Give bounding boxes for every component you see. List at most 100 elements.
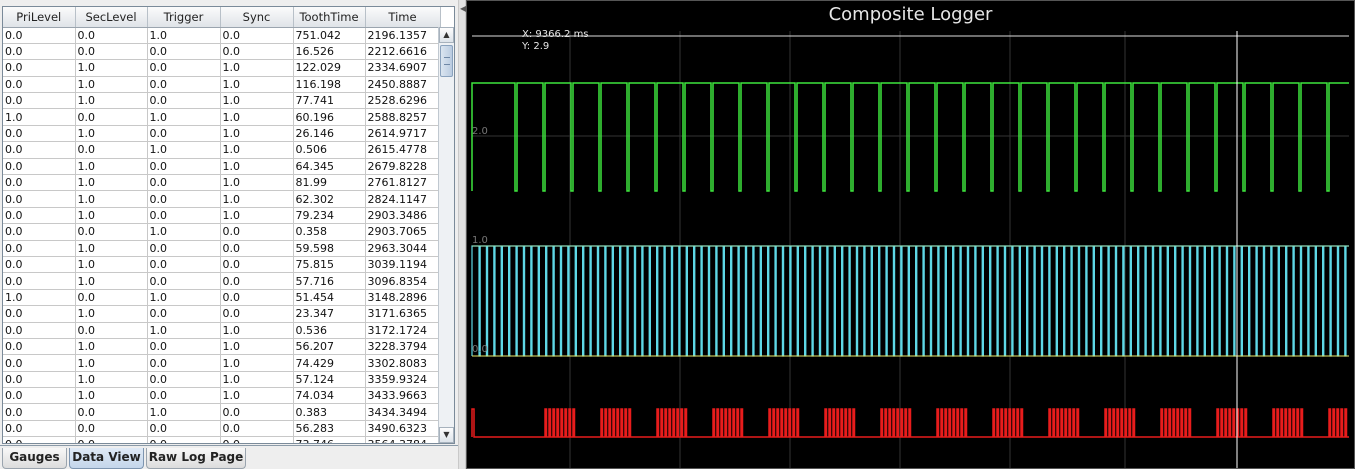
table-row[interactable]: 0.0 1.0 0.0 1.0 79.234 2903.3486: [3, 207, 441, 225]
table-cell: 0.0: [147, 272, 221, 290]
column-header[interactable]: PriLevel: [3, 7, 76, 28]
table-row[interactable]: 0.0 1.0 0.0 1.0 81.99 2761.8127: [3, 174, 441, 192]
table-row[interactable]: 0.0 0.0 1.0 0.0 751.042 2196.1357: [3, 27, 441, 44]
table-cell: 0.358: [293, 223, 366, 241]
table-cell: 0.0: [147, 207, 221, 225]
table-row[interactable]: 0.0 0.0 1.0 1.0 0.506 2615.4778: [3, 141, 441, 159]
table-cell: 79.234: [293, 207, 366, 225]
collapse-arrow-icon[interactable]: ◀: [460, 4, 467, 13]
column-header[interactable]: ToothTime: [293, 7, 366, 28]
table-cell: 1.0: [75, 207, 148, 225]
table-cell: 0.0: [220, 403, 294, 421]
table-cell: 2528.6296: [365, 92, 441, 110]
column-header[interactable]: Trigger: [147, 7, 221, 28]
green-trace: [471, 82, 1349, 192]
table-row[interactable]: 0.00.00.00.073.7463564.3784: [3, 436, 441, 443]
cursor-y-readout: Y: 2.9: [522, 41, 550, 52]
table-cell: 0.0: [3, 354, 76, 372]
table-row[interactable]: 0.0 0.0 1.0 1.0 0.536 3172.1724: [3, 322, 441, 339]
table-cell: 0.0: [3, 371, 76, 389]
column-header[interactable]: Time: [365, 7, 441, 28]
composite-logger-plot[interactable]: Composite Logger X: 9366.2 ms Y: 2.9 2.0…: [466, 0, 1355, 469]
table-cell: 0.0: [75, 403, 148, 421]
table-cell: 0.0: [147, 59, 221, 77]
table-cell: 74.429: [293, 354, 366, 372]
table-row[interactable]: 0.0 1.0 0.0 1.0 64.345 2679.8228: [3, 158, 441, 176]
table-cell: 1.0: [147, 322, 221, 339]
tab-raw-log-page[interactable]: Raw Log Page: [146, 448, 246, 469]
table-cell: 0.0: [75, 420, 148, 438]
table-row[interactable]: 0.0 1.0 0.0 1.0 62.302 2824.1147: [3, 190, 441, 208]
data-table: PriLevel SecLevel Trigger Sync ToothTime Time…: [3, 7, 441, 443]
table-row[interactable]: 0.0 0.0 1.0 0.0 0.358 2903.7065: [3, 223, 441, 241]
table-cell: 0.0: [147, 354, 221, 372]
table-cell: 1.0: [75, 190, 148, 208]
table-cell: 1.0: [220, 387, 294, 405]
table-row[interactable]: 1.0 0.0 1.0 1.0 60.196 2588.8257: [3, 108, 441, 126]
table-cell: 0.0: [147, 92, 221, 110]
table-row[interactable]: 0.0 1.0 0.0 1.0 26.146 2614.9717: [3, 125, 441, 143]
table-row[interactable]: 0.0 1.0 0.0 0.0 59.598 2963.3044: [3, 240, 441, 257]
scrollbar-thumb[interactable]: [440, 45, 453, 77]
table-cell: 0.0: [3, 420, 76, 438]
table-cell: 1.0: [147, 27, 221, 44]
data-table-container[interactable]: PriLevel SecLevel Trigger Sync ToothTime Time…: [2, 6, 455, 444]
table-cell: 73.746: [293, 436, 366, 443]
table-row[interactable]: 0.0 1.0 0.0 1.0 56.207 3228.3794: [3, 338, 441, 356]
table-cell: 16.526: [293, 43, 366, 61]
table-row[interactable]: 0.0 1.0 0.0 1.0 116.198 2450.8887: [3, 76, 441, 94]
cyan-trace: [471, 245, 1349, 357]
table-cell: 2903.7065: [365, 223, 441, 241]
table-cell: 0.0: [75, 27, 148, 44]
table-cell: 77.741: [293, 92, 366, 110]
table-cell: 3434.3494: [365, 403, 441, 421]
table-cell: 0.0: [3, 92, 76, 110]
table-cell: 1.0: [147, 223, 221, 241]
tab-gauges[interactable]: Gauges: [2, 448, 67, 469]
table-cell: 1.0: [3, 108, 76, 126]
table-cell: 1.0: [220, 125, 294, 143]
table-cell: 0.0: [3, 190, 76, 208]
table-cell: 1.0: [3, 289, 76, 307]
table-row[interactable]: 0.0 0.0 1.0 0.0 0.383 3434.3494: [3, 403, 441, 421]
tab-data-view[interactable]: Data View: [69, 448, 144, 469]
table-cell: 1.0: [220, 92, 294, 110]
vertical-scrollbar[interactable]: ▲ ▼: [438, 27, 454, 443]
table-row[interactable]: 0.0 1.0 0.0 1.0 74.429 3302.8083: [3, 354, 441, 372]
table-cell: 2334.6907: [365, 59, 441, 77]
table-cell: 0.0: [3, 207, 76, 225]
table-row[interactable]: 1.0 0.0 1.0 0.0 51.454 3148.2896: [3, 289, 441, 307]
table-cell: 1.0: [75, 256, 148, 274]
table-cell: 62.302: [293, 190, 366, 208]
table-row[interactable]: 0.0 0.0 0.0 0.0 16.526 2212.6616: [3, 43, 441, 61]
table-row[interactable]: 0.0 1.0 0.0 0.0 23.347 3171.6365: [3, 305, 441, 323]
table-cell: 0.0: [147, 371, 221, 389]
column-header[interactable]: SecLevel: [75, 7, 148, 28]
table-cell: 2761.8127: [365, 174, 441, 192]
column-header[interactable]: Sync: [220, 7, 294, 28]
table-cell: 3302.8083: [365, 354, 441, 372]
table-cell: 1.0: [75, 354, 148, 372]
table-cell: 0.0: [3, 43, 76, 61]
table-row[interactable]: 0.0 0.0 0.0 0.0 56.283 3490.6323: [3, 420, 441, 438]
up-arrow-icon[interactable]: ▲: [439, 27, 454, 43]
table-row[interactable]: 0.0 1.0 0.0 1.0 122.029 2334.6907: [3, 59, 441, 77]
table-cell: 81.99: [293, 174, 366, 192]
table-row[interactable]: 0.0 1.0 0.0 1.0 57.124 3359.9324: [3, 371, 441, 389]
table-row[interactable]: 0.0 1.0 0.0 1.0 77.741 2528.6296: [3, 92, 441, 110]
panel-splitter[interactable]: ◀: [458, 0, 466, 469]
table-row[interactable]: 0.0 1.0 0.0 1.0 74.034 3433.9663: [3, 387, 441, 405]
table-cell: 1.0: [220, 322, 294, 339]
table-cell: 1.0: [220, 141, 294, 159]
table-cell: 0.0: [75, 108, 148, 126]
table-cell: 2588.8257: [365, 108, 441, 126]
table-cell: 0.0: [3, 158, 76, 176]
table-cell: 3228.3794: [365, 338, 441, 356]
table-cell: 0.0: [75, 141, 148, 159]
down-arrow-icon[interactable]: ▼: [439, 427, 454, 443]
table-cell: 1.0: [75, 338, 148, 356]
table-row[interactable]: 0.0 1.0 0.0 0.0 57.716 3096.8354: [3, 272, 441, 290]
table-cell: 57.124: [293, 371, 366, 389]
table-row[interactable]: 0.0 1.0 0.0 0.0 75.815 3039.1194: [3, 256, 441, 274]
table-cell: 0.0: [147, 190, 221, 208]
